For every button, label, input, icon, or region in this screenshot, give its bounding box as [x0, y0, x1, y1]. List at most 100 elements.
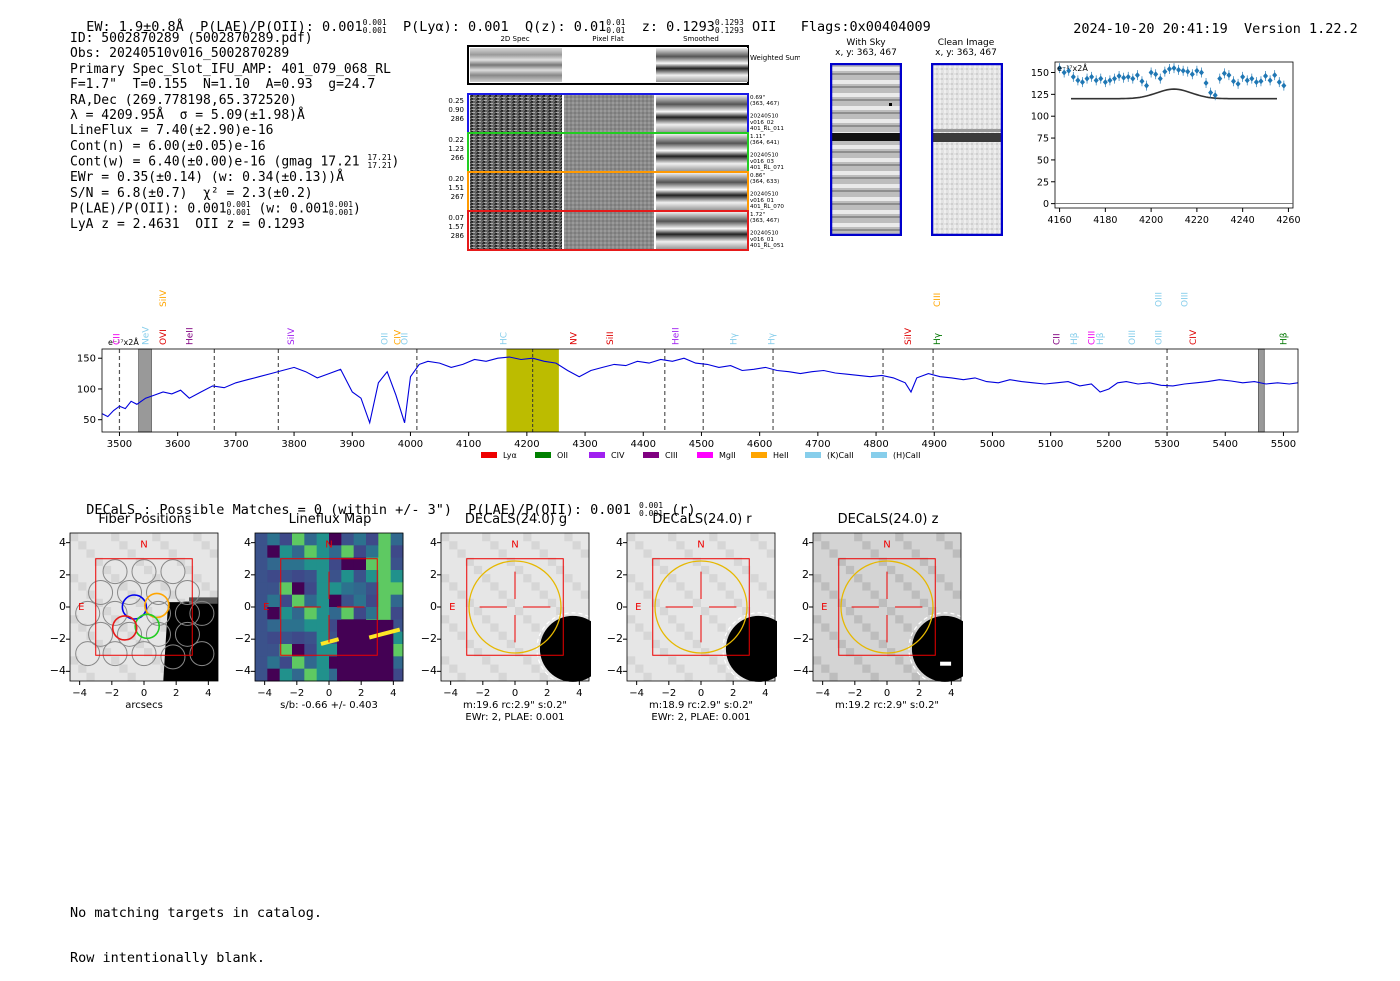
lineflux-pixel	[279, 607, 293, 620]
zoom-data-point	[1075, 77, 1081, 84]
lineflux-pixel	[316, 619, 330, 633]
spectrum-line-label: Hγ	[933, 332, 943, 345]
image-noise-pixel	[449, 541, 458, 550]
image-noise-pixel	[482, 533, 491, 542]
image-noise-pixel	[717, 541, 726, 550]
info-id: ID: 5002870289 (5002870289.pdf)	[70, 31, 313, 46]
image-noise-pixel	[709, 615, 718, 624]
spectrum-line-label: Hβ	[1070, 332, 1080, 345]
panel-ytick-label: −2	[792, 632, 809, 646]
footer-notes: No matching targets in catalog. Row inte…	[70, 876, 322, 981]
cutout-left-value: 267	[451, 193, 464, 201]
info-obs: Obs: 20240510v016_5002870289	[70, 46, 290, 62]
lineflux-pixel	[316, 594, 330, 608]
cutout-pixel-flat	[564, 95, 654, 132]
image-noise-pixel	[725, 590, 734, 599]
image-noise-pixel	[168, 549, 177, 558]
spectrum-line-label: CIV	[1189, 329, 1199, 345]
zoom-xtick-label: 4160	[1047, 215, 1071, 226]
image-noise-pixel	[135, 639, 144, 649]
image-noise-pixel	[185, 565, 194, 575]
cutout-smoothed	[656, 212, 748, 249]
zoom-data-point	[1272, 72, 1278, 79]
legend-label: HeII	[773, 451, 789, 460]
image-noise-pixel	[523, 615, 532, 624]
info-contw: Cont(w) = 6.40(±0.00)e-16 (gmag 17.21 17…	[70, 153, 400, 171]
catalog-aperture	[908, 612, 963, 686]
zoom-ytick-label: 25	[1037, 177, 1049, 188]
lineflux-pixel	[390, 656, 404, 670]
image-noise-pixel	[531, 664, 540, 673]
fiber	[160, 644, 186, 670]
zoom-data-point	[1198, 69, 1204, 76]
panel-ytick-label: 2	[430, 567, 437, 581]
image-noise-pixel	[717, 664, 726, 673]
spectrum-xtick-label: 4300	[572, 439, 597, 450]
image-noise-pixel	[201, 582, 210, 591]
image-noise-pixel	[119, 541, 128, 550]
image-noise-pixel	[498, 590, 507, 599]
col-flat-label: Pixel Flat	[592, 35, 624, 43]
image-noise-pixel	[78, 664, 87, 673]
image-noise-pixel	[854, 615, 863, 624]
aperture-circle	[840, 560, 934, 654]
panel-xtick-label: 2	[730, 688, 736, 699]
lineflux-pixel	[279, 594, 293, 608]
image-noise-pixel	[498, 672, 507, 681]
lineflux-pixel	[329, 545, 342, 559]
image-noise-pixel	[766, 549, 775, 558]
zoom-data-point	[1093, 77, 1099, 84]
search-box	[95, 558, 193, 656]
legend-swatch	[751, 452, 767, 458]
image-noise-pixel	[854, 533, 863, 542]
panel-image: N E −4 −2 0 2 4 m:19.2 rc:2.9" s:0.2"	[809, 532, 963, 711]
image-noise-pixel	[86, 672, 95, 681]
lineflux-pixel	[390, 570, 404, 583]
zoom-data-point	[1185, 68, 1191, 75]
image-noise-pixel	[895, 574, 904, 583]
image-noise-pixel	[944, 541, 953, 550]
timestamp: 2024-10-20 20:41:19	[1073, 21, 1228, 37]
spectrum-xtick-label: 5300	[1154, 439, 1179, 450]
image-noise-pixel	[160, 541, 169, 550]
spectrum-xtick-label: 3900	[340, 439, 365, 450]
lineflux-pixel	[390, 619, 404, 633]
lineflux-pixel	[292, 545, 305, 559]
image-noise-pixel	[709, 533, 718, 542]
image-noise-pixel	[531, 541, 540, 550]
cutout-smoothed	[656, 134, 748, 171]
image-noise-pixel	[152, 656, 161, 665]
panel-ytick-label: −4	[234, 664, 251, 678]
zoom-data-point	[1162, 68, 1168, 75]
spectrum-line-label: OII	[380, 333, 390, 345]
image-noise-pixel	[742, 565, 751, 575]
lineflux-pixel	[255, 533, 268, 546]
image-noise-pixel	[895, 615, 904, 624]
lineflux-pixel	[304, 557, 318, 571]
zoom-data-point	[1084, 75, 1090, 82]
image-noise-pixel	[457, 549, 466, 558]
image-noise-pixel	[449, 623, 458, 632]
cutout-right-value: 401_RL_051	[750, 243, 784, 249]
zoom-data-point	[1107, 77, 1113, 84]
panel-xtick-label: 4	[576, 688, 582, 699]
lineflux-pixel	[378, 607, 392, 620]
panel-caption-2: EWr: 2, PLAE: 0.001	[465, 712, 564, 723]
panel-xtick-label: −4	[257, 688, 272, 699]
image-noise-pixel	[490, 664, 499, 673]
panel-ytick-label: 4	[430, 535, 437, 549]
lineflux-pixel	[255, 582, 268, 596]
cutout-2d-spec	[470, 95, 562, 132]
spectrum-line-label: CIII	[933, 293, 943, 307]
lineflux-pixel	[267, 631, 281, 645]
zoom-data-point	[1153, 71, 1159, 78]
image-noise-pixel	[465, 557, 474, 566]
spectrum-line-label: OVI	[159, 329, 169, 345]
lineflux-pixel	[378, 557, 392, 571]
image-noise-pixel	[854, 656, 863, 665]
cutout-right-value: v016_01	[750, 198, 774, 204]
image-noise-pixel	[903, 664, 912, 673]
header-right: 2024-10-20 20:41:19 Version 1.22.2	[1057, 5, 1358, 37]
image-noise-pixel	[635, 582, 644, 591]
spectrum-ytick-label: 50	[83, 415, 96, 426]
